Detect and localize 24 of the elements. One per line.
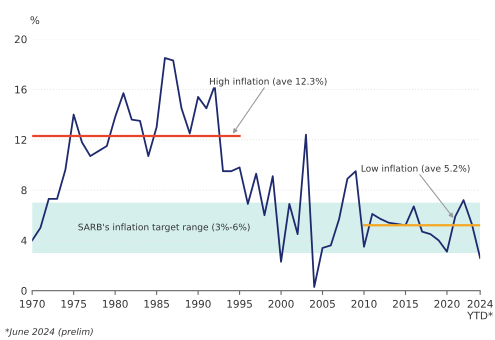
y-tick-label: 20: [14, 35, 27, 44]
x-tick-label: 2024 YTD*: [467, 300, 493, 320]
y-tick-label: 12: [15, 136, 26, 144]
y-tick-label: 4: [21, 236, 27, 244]
line-series: [32, 57, 480, 288]
x-tick-label: 1985: [144, 300, 169, 308]
x-tick-label: 1995: [227, 300, 252, 308]
y-tick-label: 8: [21, 186, 27, 194]
x-tick-label: 1980: [103, 300, 128, 308]
x-tick-label: 2010: [352, 300, 377, 308]
band-label: SARB's inflation target range (3%-6%): [78, 223, 250, 232]
x-tick-label: 2005: [310, 300, 335, 308]
y-tick-label: 0: [21, 286, 27, 295]
x-tick-label: 1990: [186, 300, 211, 308]
y-tick-label: 16: [15, 86, 27, 94]
x-tick-label: 2000: [268, 300, 294, 308]
x-tick-label: 1970: [20, 300, 45, 308]
x-tick-label: 1975: [62, 300, 86, 308]
annotation: Low inflation (ave 5.2%): [362, 164, 470, 173]
x-tick-label: 2015: [392, 300, 418, 308]
text: *June 2024 (prelim): [5, 328, 93, 337]
x-tick-label: 2020: [434, 300, 460, 308]
y-axis-title: %: [30, 16, 40, 24]
annotation: High inflation (ave 12.3%): [210, 78, 327, 86]
